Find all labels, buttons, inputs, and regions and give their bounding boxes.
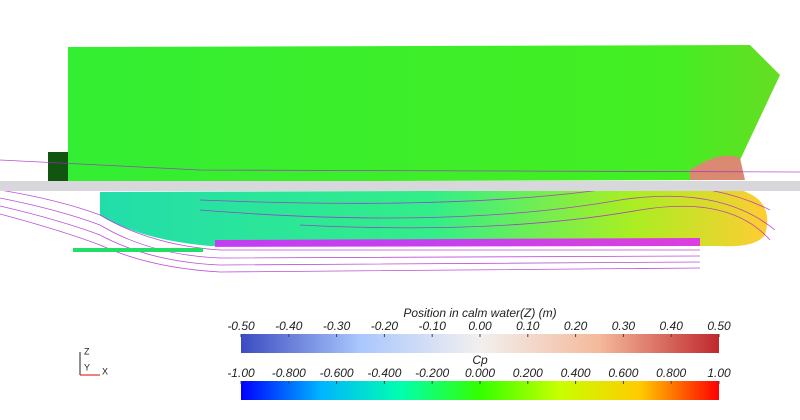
tick-label: -0.200	[415, 366, 449, 380]
tick-label: 0.800	[656, 366, 686, 380]
waterline	[0, 181, 800, 191]
tick-label: 0.40	[660, 319, 684, 333]
tick-label: -0.20	[371, 319, 399, 333]
tick-label: 0.30	[612, 319, 636, 333]
tick-label: 0.200	[513, 366, 543, 380]
color-bar	[241, 381, 719, 400]
legend-title: Position in calm water(Z) (m)	[403, 306, 556, 320]
streamline-band	[215, 238, 700, 247]
x-label: X	[102, 366, 108, 376]
legend-title: Cp	[472, 353, 488, 367]
hull-above-water	[68, 45, 780, 182]
transom	[48, 152, 70, 184]
z-label: Z	[84, 346, 90, 356]
appendage	[73, 248, 203, 252]
y-label: Y	[84, 362, 90, 372]
tick-label: -0.40	[275, 319, 303, 333]
tick-label: -0.50	[227, 319, 255, 333]
tick-label: -0.30	[323, 319, 351, 333]
tick-label: -1.00	[227, 366, 255, 380]
tick-label: 1.00	[707, 366, 731, 380]
tick-label: 0.000	[465, 366, 495, 380]
bow-wave	[690, 155, 745, 180]
streamlines	[0, 159, 800, 273]
tick-label: -0.800	[272, 366, 306, 380]
tick-label: -0.400	[367, 366, 401, 380]
color-bar	[241, 334, 719, 353]
hull-submerged	[100, 190, 768, 247]
tick-label: 0.600	[608, 366, 638, 380]
tick-label: -0.600	[320, 366, 354, 380]
ship-model	[0, 45, 800, 273]
tick-label: 0.50	[707, 319, 731, 333]
axes-triad: Z Y X	[79, 346, 108, 376]
tick-label: 0.00	[468, 319, 492, 333]
tick-label: -0.10	[419, 319, 447, 333]
tick-label: 0.400	[561, 366, 591, 380]
tick-label: 0.10	[516, 319, 540, 333]
tick-label: 0.20	[564, 319, 588, 333]
